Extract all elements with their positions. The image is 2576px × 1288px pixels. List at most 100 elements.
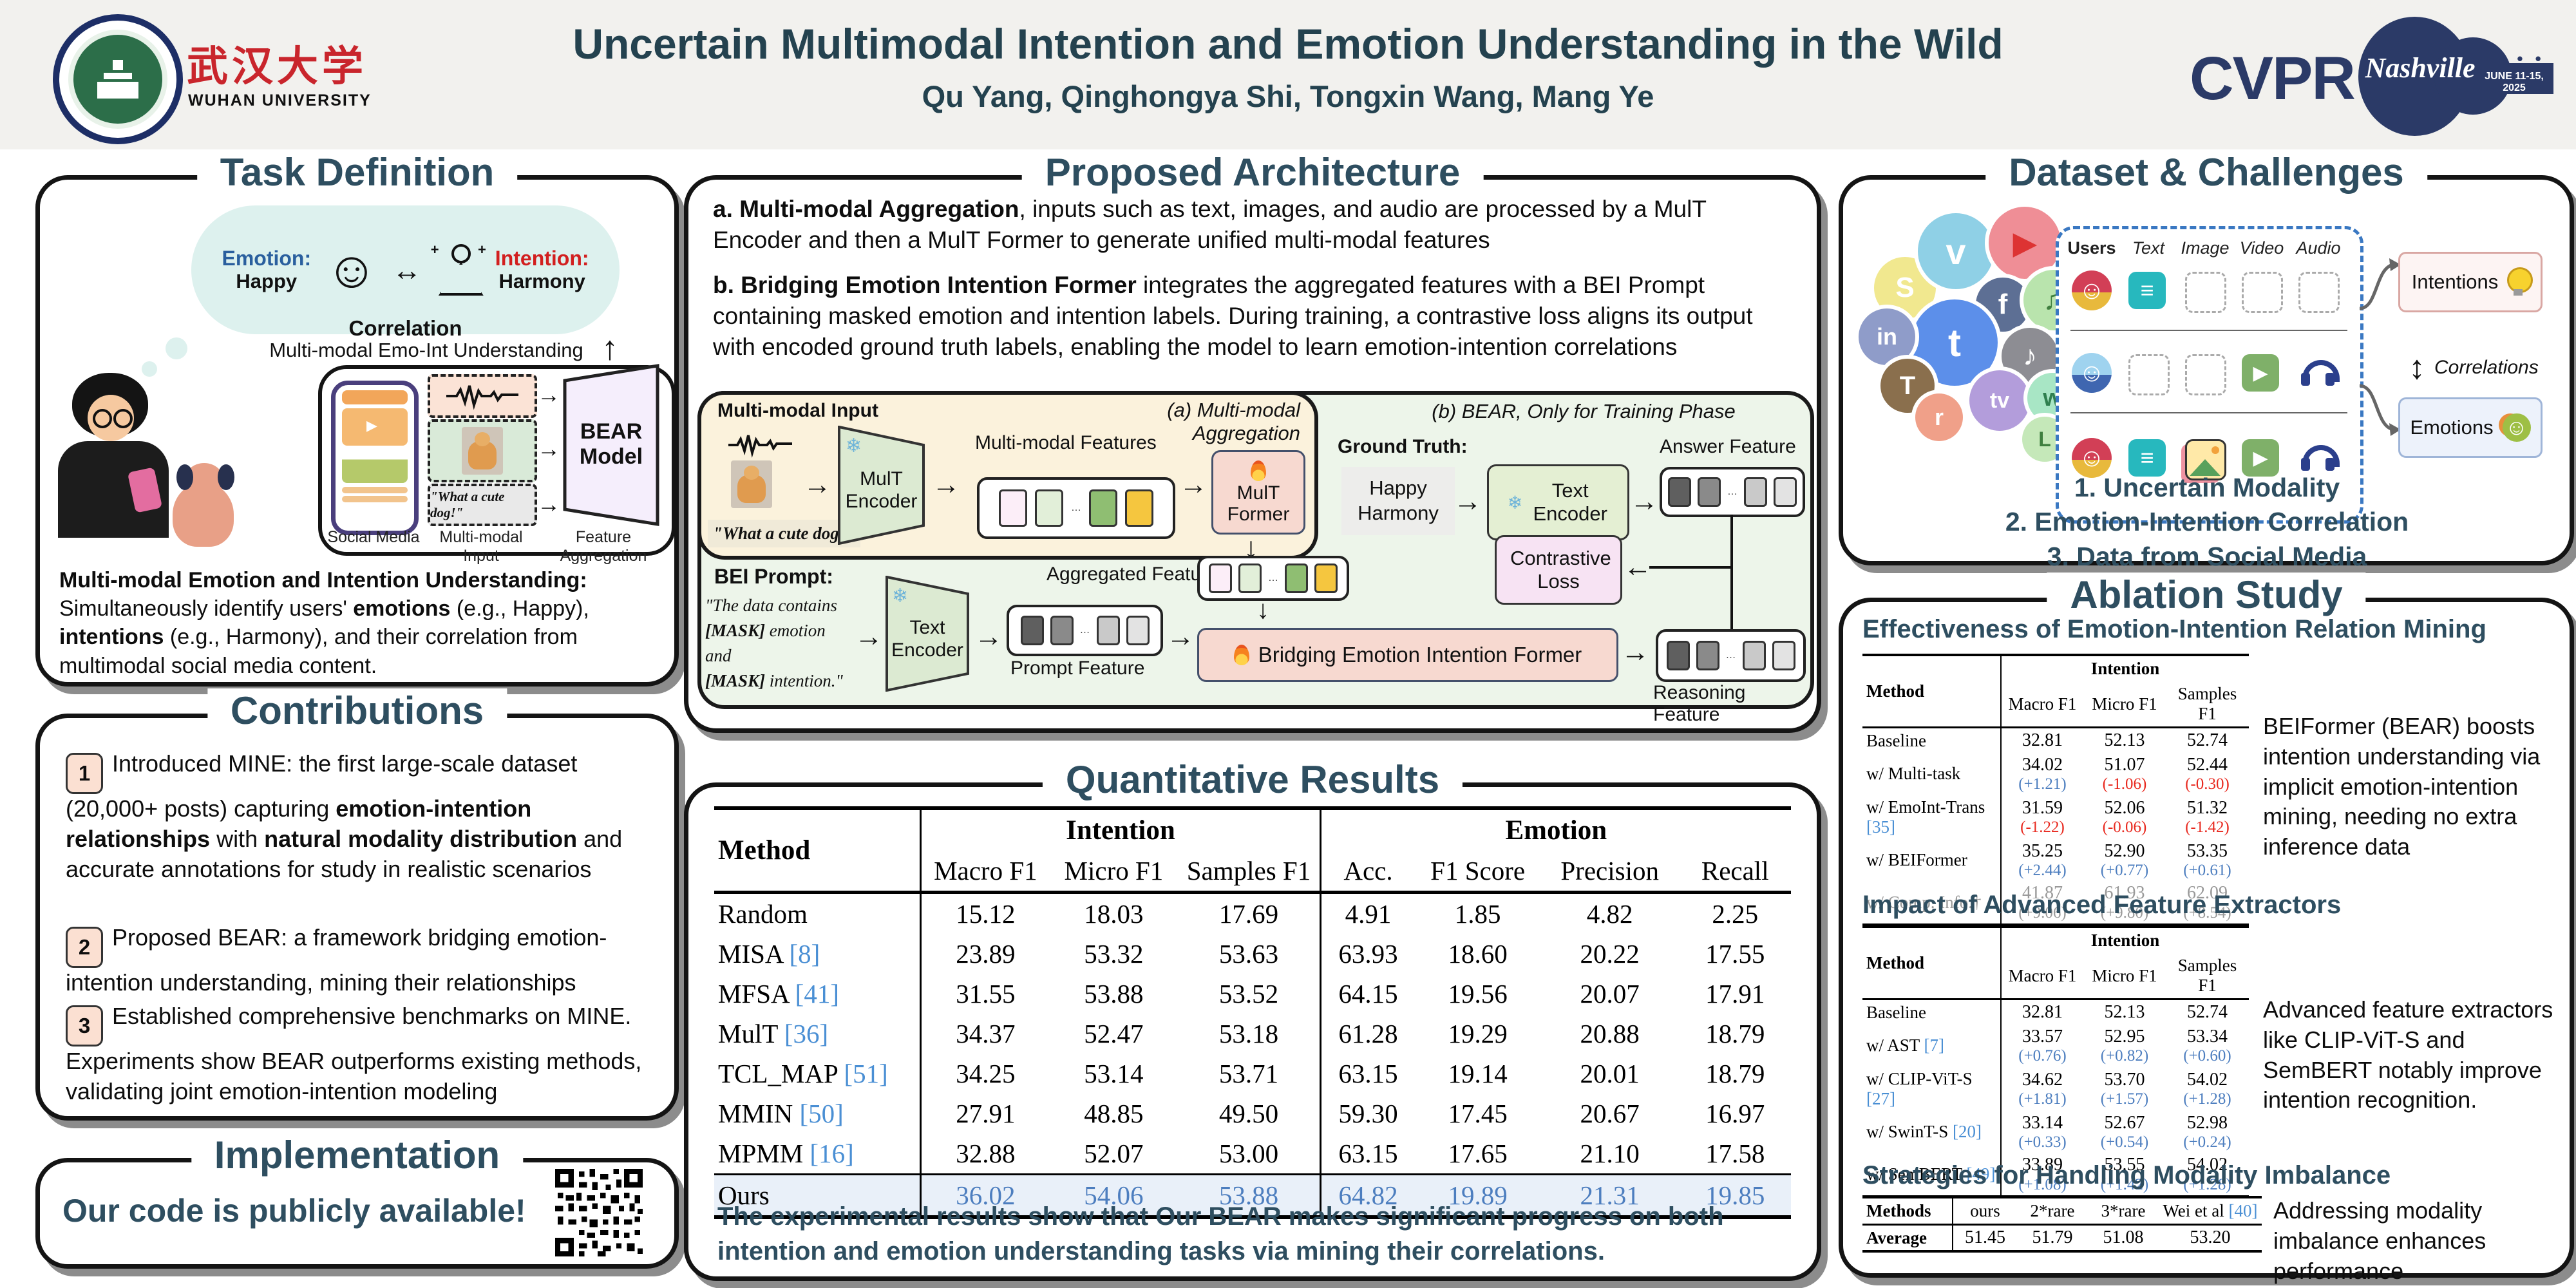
cell-delta: (+0.77)	[2100, 861, 2149, 879]
feature-chip	[1125, 489, 1153, 527]
table-cell: 20.22	[1580, 939, 1640, 969]
text-encoder-label: Text Encoder	[891, 617, 963, 661]
video-chip-icon: ▶	[2242, 439, 2279, 477]
arrow-right-icon	[1454, 488, 1482, 516]
conference-city: Nashville	[2365, 52, 2476, 84]
table-cell: 49.50	[1218, 1099, 1279, 1128]
table-cell: 51.45	[1952, 1224, 2017, 1251]
arrow-right-icon	[537, 383, 560, 406]
hand-three-icon: 3	[66, 1005, 103, 1047]
table-row: MPMM [16] 32.88 52.07 53.00 63.15 17.65 21.1…	[714, 1133, 1791, 1175]
cell-delta: (+0.54)	[2100, 1133, 2149, 1151]
guitar-tuner-dots-icon: • • •	[2499, 49, 2545, 68]
table-row: Random 15.12 18.03 17.69 4.91 1.85 4.82 2.25	[714, 892, 1791, 934]
feature-chip	[1238, 564, 1262, 593]
row-divider	[2070, 330, 2347, 331]
column-header: Video	[2239, 238, 2284, 258]
table-row: w/ SemBERT [49] 33.89 (+1.08) 53.55 (+1.42…	[1862, 1153, 2249, 1197]
feature-chip	[1089, 489, 1117, 527]
post-quote: "What a cute dog!"	[708, 520, 861, 548]
ablation-sub2-heading: Impact of Advanced Feature Extractors	[1862, 891, 2342, 919]
task-description-text: (e.g., Harmony), and their correlation f…	[59, 625, 578, 678]
empty-chip	[2298, 272, 2340, 313]
university-name-english: WUHAN UNIVERSITY	[188, 91, 372, 109]
table-cell: 20.88	[1580, 1019, 1640, 1048]
table-cell: 53.14	[1084, 1059, 1144, 1088]
table-cell: 18.79	[1705, 1059, 1765, 1088]
feature-chip	[1742, 641, 1766, 670]
method-ref: [40]	[2228, 1201, 2258, 1220]
method-name: MISA	[718, 939, 790, 969]
quantitative-results-panel: Quantitative Results Method Intention Em…	[684, 757, 1821, 1281]
qr-code	[555, 1169, 643, 1256]
correlation-label: Correlation	[348, 316, 462, 340]
table-cell: 32.81	[2000, 727, 2083, 753]
table-cell: 52.47	[1084, 1019, 1144, 1048]
mult-former-block: MulT Former	[1211, 450, 1305, 535]
table-cell: 20.07	[1580, 979, 1640, 1009]
cell-value: 31.59	[2022, 797, 2063, 818]
cell-value: 53.70	[2104, 1069, 2145, 1090]
contribution-text: with	[210, 826, 265, 853]
feature-chip	[1696, 641, 1719, 670]
mult-encoder-label: MulT Encoder	[845, 468, 918, 512]
method-name: MulT	[718, 1019, 784, 1048]
prompt-text: intention."	[765, 671, 843, 691]
cell-delta: (+1.28)	[2183, 1175, 2231, 1193]
table-cell: 32.81	[2000, 999, 2083, 1025]
post-quote: "What a cute dog!"	[430, 489, 505, 520]
cell-delta: (+2.44)	[2018, 861, 2067, 879]
method-name: Random	[718, 899, 808, 929]
cell-value: 33.57	[2022, 1027, 2063, 1046]
table-row: w/ Comp. Info.† 41.87 (+9.06) 61.93 (+9.80…	[1862, 881, 2249, 925]
table-cell: 17.45	[1448, 1099, 1508, 1128]
table-cell: 21.10	[1580, 1139, 1640, 1168]
hand-two-icon: 2	[66, 927, 103, 969]
cell-delta: (+0.61)	[2183, 861, 2231, 879]
cell-delta: (+9.80)	[2100, 904, 2149, 922]
user-avatar-male: ☺	[2072, 353, 2112, 393]
waveform-icon	[728, 435, 792, 458]
feature-chip	[1126, 616, 1150, 645]
table-cell: 52.13	[2104, 730, 2145, 750]
method-name: w/ Multi-task	[1866, 764, 1961, 784]
arrow-up-icon	[601, 332, 618, 365]
emotion-label: Emotion:	[222, 247, 312, 270]
table-row: w/ Multi-task 34.02 (+1.21) 51.07 (-1.06) …	[1862, 753, 2249, 795]
paragraph-bold: a. Multi-modal Aggregation	[713, 196, 1019, 222]
cell-value: 53.55	[2104, 1155, 2145, 1175]
contrastive-loss-block: Contrastive Loss	[1495, 535, 1622, 605]
architecture-paragraph-a: a. Multi-modal Aggregation, inputs such …	[713, 194, 1790, 256]
quantitative-results-title: Quantitative Results	[1042, 757, 1463, 802]
empty-chip	[2185, 272, 2226, 313]
column-header: Samples F1	[1186, 856, 1311, 886]
table-cell: 53.32	[1084, 939, 1144, 969]
ablation-sub3-heading: Strategies for Handling Modality Imbalan…	[1862, 1161, 2391, 1189]
table-cell: 51.79	[2032, 1227, 2073, 1247]
table-cell: 23.89	[920, 934, 1050, 974]
table-row: MFSA [41] 31.55 53.88 53.52 64.15 19.56 20.0…	[714, 974, 1791, 1014]
cell-delta: (-0.06)	[2102, 819, 2147, 837]
text-encoder-block: Text Encoder	[1487, 464, 1629, 540]
cell-value: 41.87	[2022, 883, 2063, 904]
method-ref: [50]	[799, 1099, 844, 1128]
results-table: Method Intention Emotion Macro F1 Micro …	[714, 806, 1791, 1219]
text-chip-icon: ≡	[2128, 439, 2166, 477]
column-header: ours	[1952, 1197, 2017, 1225]
column-header: Micro F1	[2092, 694, 2157, 714]
caption-social-media: Social Media	[327, 528, 420, 546]
table-cell: 53.18	[1218, 1019, 1279, 1048]
table-row: Baseline 32.81 52.13 52.74	[1862, 999, 2249, 1025]
lightbulb-icon	[2507, 267, 2533, 297]
audio-chip-icon	[2298, 354, 2340, 392]
ours-row: Ours 36.02 54.06 53.88 64.82 19.89 21.31 19.8…	[714, 1173, 1791, 1217]
method-name: w/ AST	[1866, 1036, 1924, 1056]
table-cell: 52.74	[2187, 1002, 2228, 1022]
method-ref: [49]	[1966, 1164, 1996, 1184]
linkedin-icon: in	[1859, 308, 1915, 365]
meditation-icon: + +	[431, 242, 486, 296]
cell-delta: (+0.60)	[2183, 1047, 2231, 1065]
arrow-right-icon	[803, 471, 831, 499]
answer-feature-label: Answer Feature	[1660, 436, 1796, 457]
social-media-phone	[331, 381, 419, 535]
